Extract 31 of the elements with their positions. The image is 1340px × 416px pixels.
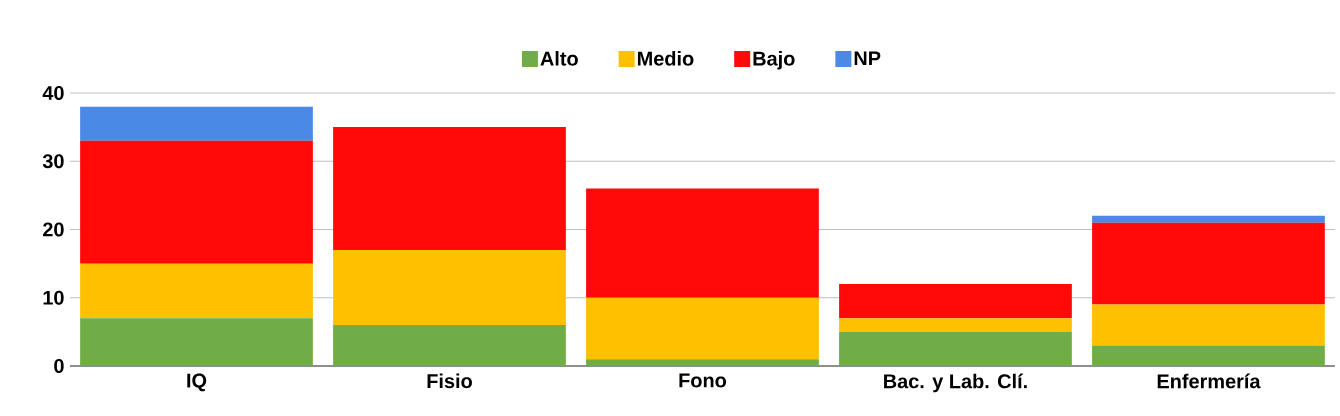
x-tick-label: Fisio (427, 373, 472, 389)
bar (1092, 222, 1325, 305)
bar (333, 249, 566, 326)
bar (333, 325, 566, 366)
bar (80, 318, 313, 366)
y-tick-label: 0 (54, 358, 64, 374)
x-tick-label: Bac. y Lab. Clí. (884, 373, 1027, 393)
bar (839, 318, 1072, 332)
bar (1092, 304, 1325, 346)
legend-label: Alto (540, 51, 578, 66)
bar (839, 284, 1072, 319)
y-tick-label: 40 (42, 85, 64, 101)
x-tick-label: Enfermería (1157, 373, 1261, 389)
y-tick-label: 20 (43, 222, 64, 237)
bar (80, 263, 313, 319)
y-tick-label: 10 (43, 290, 64, 305)
x-tick-label: IQ (187, 373, 207, 392)
bar (80, 140, 313, 264)
x-tick-label: Fono (679, 373, 727, 388)
bar (586, 359, 819, 366)
bar (1092, 345, 1325, 366)
bar (839, 331, 1072, 366)
legend-label: Medio (637, 51, 694, 66)
bar (586, 297, 819, 360)
bar (586, 188, 819, 298)
y-tick-label: 30 (42, 154, 64, 169)
bar (80, 106, 313, 141)
legend-label: Bajo (753, 51, 795, 70)
bar (333, 127, 566, 250)
legend-label: NP (854, 51, 881, 66)
bar (1092, 215, 1325, 223)
